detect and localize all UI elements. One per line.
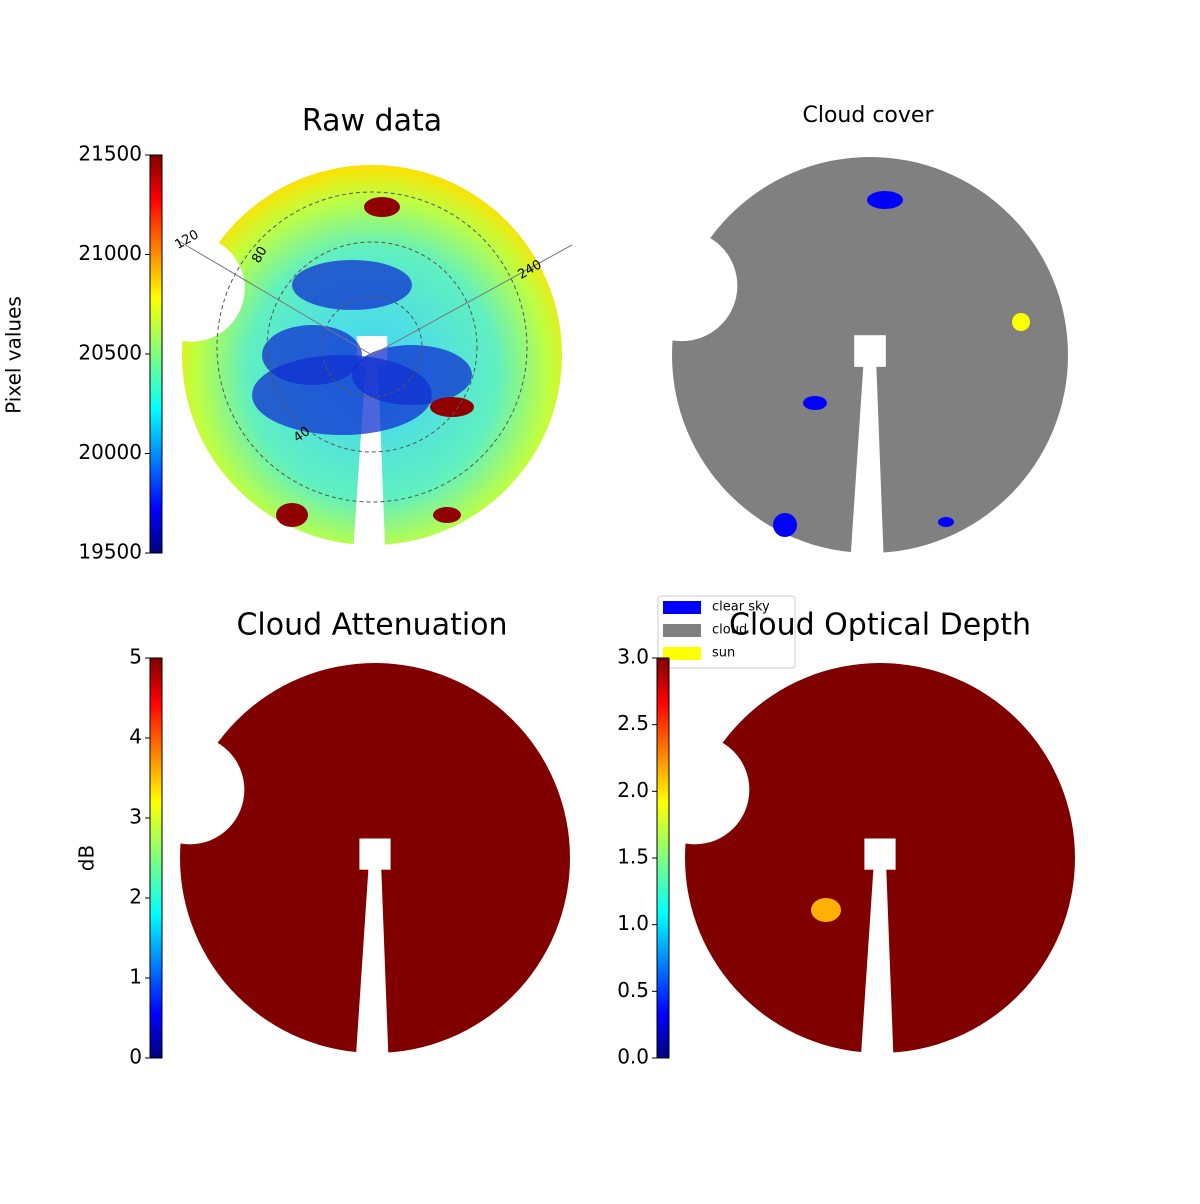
legend-label: sun (712, 646, 735, 661)
polar-axis (176, 239, 373, 356)
colorbar-tick-label: 0.5 (617, 978, 649, 1002)
mask (138, 235, 245, 342)
polar-label: 80 (249, 244, 270, 266)
colorbar-label: Pixel values (2, 296, 26, 414)
panel-title: Cloud Optical Depth (729, 608, 1031, 643)
legend-patch (663, 624, 701, 637)
colorbar-tick-label: 4 (129, 725, 142, 749)
colorbar-tick-label: 1.0 (617, 911, 649, 935)
colorbar-tick-label: 21500 (78, 142, 142, 166)
panel-title: Raw data (302, 104, 442, 139)
mask (355, 858, 389, 1063)
mask (860, 858, 894, 1063)
bright-patch (430, 397, 474, 417)
polar-grid (321, 296, 423, 398)
mask (850, 355, 884, 563)
colorbar-tick-label: 3.0 (617, 645, 649, 669)
colorbar-tick-label: 20500 (78, 341, 142, 365)
colorbar-tick-label: 0 (129, 1045, 142, 1069)
polar-grid (216, 191, 528, 503)
polar-axis (371, 244, 573, 356)
legend-label: clear sky (712, 600, 770, 615)
panel-title: Cloud Attenuation (236, 608, 507, 643)
colorbar-tick-label: 0.0 (617, 1045, 649, 1069)
clear-patch (773, 513, 797, 537)
colorbar-tick-label: 19500 (78, 540, 142, 564)
clear-patch (938, 517, 954, 527)
legend-label: cloud (712, 623, 747, 638)
polar-grid (266, 241, 478, 453)
clear-patch (352, 345, 472, 405)
legend-patch (663, 647, 701, 660)
bright-patch (276, 503, 308, 527)
colorbar-tick-label: 2.0 (617, 778, 649, 802)
panel-title: Cloud cover (803, 103, 935, 128)
colorbar-tick-label: 3 (129, 805, 142, 829)
bright-patch (364, 197, 400, 217)
colorbar (149, 154, 163, 554)
clear-patch (867, 191, 903, 209)
hot-patch (811, 898, 841, 922)
colorbar (149, 657, 163, 1059)
clear-patch (292, 260, 412, 310)
colorbar-tick-label: 1.5 (617, 845, 649, 869)
colorbar-tick-label: 1 (129, 965, 142, 989)
colorbar-tick-label: 20000 (78, 440, 142, 464)
colorbar (656, 657, 670, 1059)
colorbar-label: dB (75, 845, 99, 871)
colorbar-tick-label: 2.5 (617, 711, 649, 735)
mask (626, 230, 738, 342)
legend-patch (663, 601, 701, 614)
bright-patch (433, 507, 461, 523)
colorbar-tick-label: 21000 (78, 241, 142, 265)
clear-patch (803, 396, 827, 410)
colorbar-tick-label: 5 (129, 645, 142, 669)
sun-marker (1012, 313, 1030, 331)
clear-patch (262, 325, 362, 385)
colorbar-tick-label: 2 (129, 885, 142, 909)
